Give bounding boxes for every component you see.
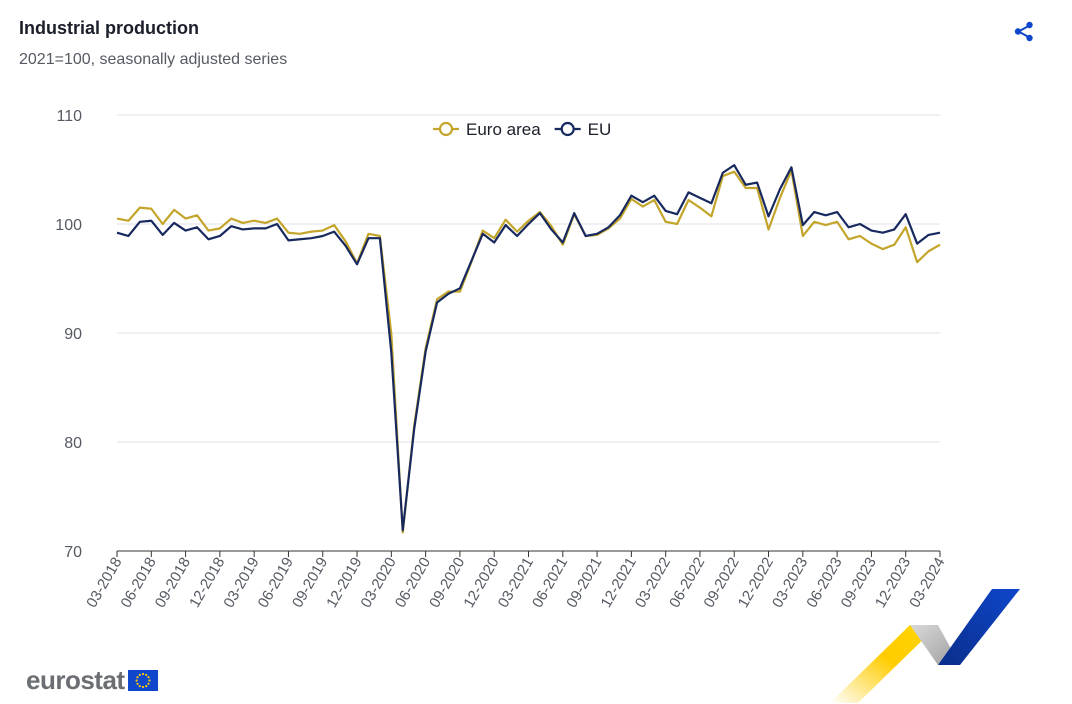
brand-chevron-graphic (830, 589, 1020, 703)
legend-marker (438, 121, 454, 137)
y-tick-label: 80 (64, 435, 82, 452)
share-button[interactable] (1010, 18, 1038, 46)
chart-subtitle: 2021=100, seasonally adjusted series (19, 51, 288, 68)
series-line-euro-area[interactable] (116, 169, 941, 534)
y-tick-label: 90 (64, 326, 82, 343)
y-tick-label: 70 (64, 544, 82, 561)
legend-item-euro-area[interactable]: Euro area (433, 120, 541, 139)
logo-text: eurostat (26, 664, 125, 695)
y-tick-label: 110 (56, 108, 82, 125)
series-line-eu[interactable] (116, 164, 941, 532)
eurostat-logo[interactable]: eurostat (26, 665, 158, 695)
legend-label: EU (588, 120, 612, 139)
eu-flag-icon (127, 669, 158, 691)
chart-title: Industrial production (19, 18, 199, 38)
legend-marker (560, 121, 575, 137)
legend-label: Euro area (466, 120, 541, 139)
share-icon (1014, 21, 1033, 42)
legend-item-eu[interactable]: EU (554, 120, 612, 139)
y-tick-label: 100 (55, 217, 82, 234)
